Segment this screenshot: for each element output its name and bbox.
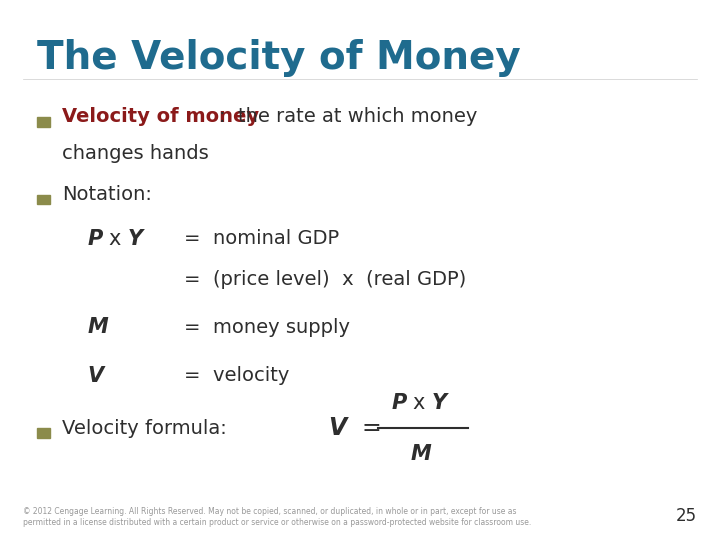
Text: $\bfit{M}$: $\bfit{M}$	[87, 318, 109, 338]
Bar	[37, 428, 50, 438]
Text: $\bfit{P}$ x $\bfit{Y}$: $\bfit{P}$ x $\bfit{Y}$	[87, 229, 148, 249]
Text: The Velocity of Money: The Velocity of Money	[37, 39, 521, 77]
Text: Velocity of money: Velocity of money	[63, 107, 259, 126]
Text: =  money supply: = money supply	[184, 318, 351, 337]
Bar	[37, 195, 50, 205]
Text: $\bfit{V}$  =: $\bfit{V}$ =	[328, 416, 380, 441]
Text: =  velocity: = velocity	[184, 366, 289, 386]
Text: =  nominal GDP: = nominal GDP	[184, 230, 339, 248]
Bar	[37, 117, 50, 126]
Text: $\bfit{M}$: $\bfit{M}$	[410, 444, 432, 464]
Text: © 2012 Cengage Learning. All Rights Reserved. May not be copied, scanned, or dup: © 2012 Cengage Learning. All Rights Rese…	[23, 508, 531, 527]
Text: =  (price level)  x  (real GDP): = (price level) x (real GDP)	[184, 269, 467, 289]
Text: changes hands: changes hands	[63, 144, 209, 163]
Text: Velocity formula:: Velocity formula:	[63, 419, 227, 438]
Text: $\bfit{P}$ x $\bfit{Y}$: $\bfit{P}$ x $\bfit{Y}$	[391, 393, 451, 413]
Text: 25: 25	[676, 507, 697, 525]
Text: Notation:: Notation:	[63, 185, 152, 204]
Text: $\bfit{V}$: $\bfit{V}$	[87, 366, 107, 386]
Text: :  the rate at which money: : the rate at which money	[219, 107, 477, 126]
